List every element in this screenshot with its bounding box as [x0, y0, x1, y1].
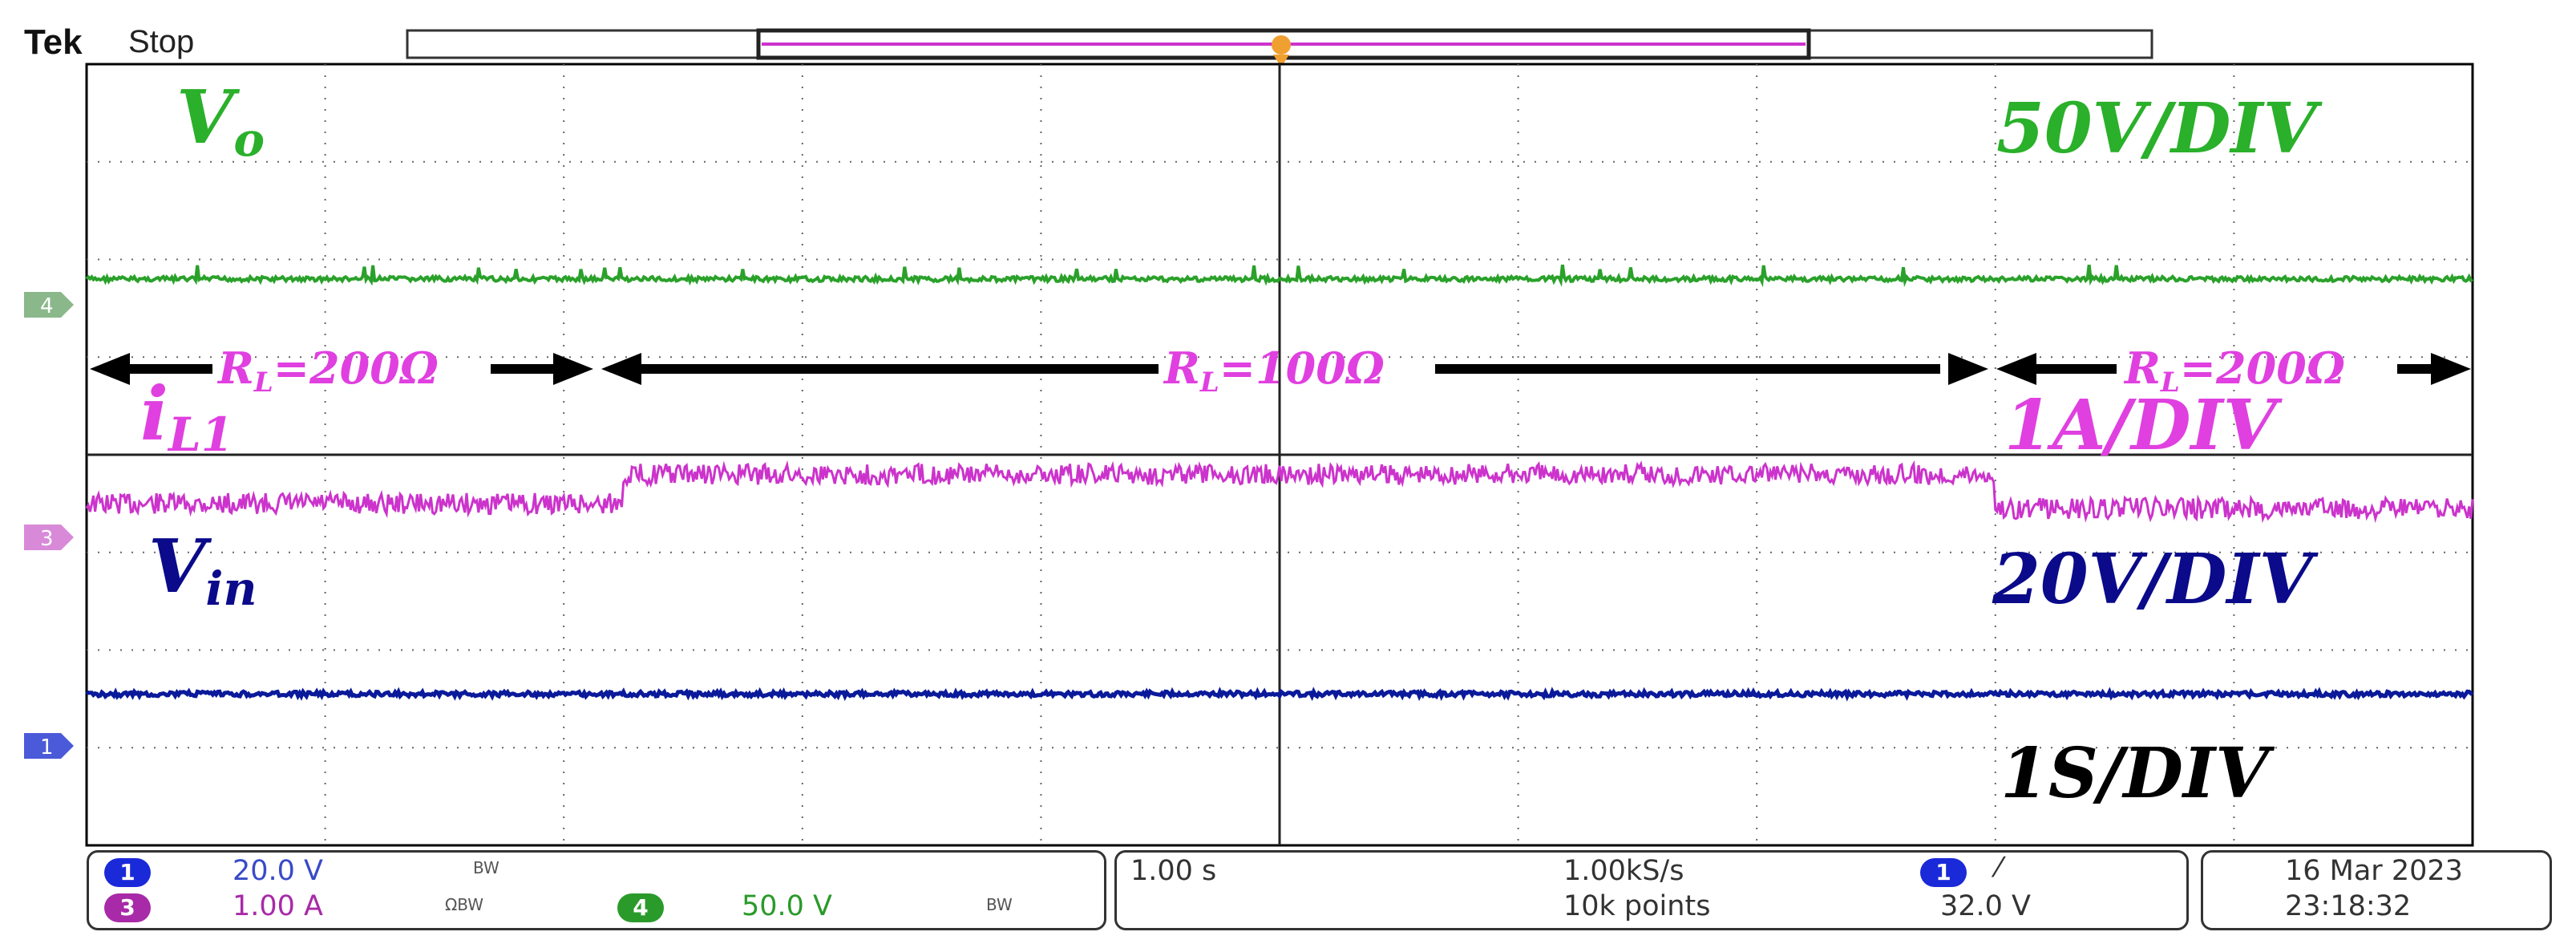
il1-trace — [85, 460, 2474, 524]
date: 16 Mar 2023 — [2285, 855, 2463, 887]
ch4-badge[interactable]: 4 — [617, 893, 664, 922]
ch4-scale: 50.0 V — [742, 890, 832, 922]
time-scale-label: 1S/DIV — [2000, 733, 2275, 814]
ch3-bw-icon: ΩBW — [445, 895, 484, 914]
trigger-slope-icon: ⁄ — [1996, 852, 2001, 884]
svg-text:4: 4 — [40, 294, 54, 318]
ch3-marker-icon: 3 — [24, 525, 74, 551]
rl-mid-label: RL=100Ω — [1163, 342, 1385, 399]
record-length: 10k points — [1563, 890, 1711, 922]
channel-readout-panel — [87, 850, 1106, 930]
ch3-scale: 1.00 A — [233, 890, 323, 922]
timebase: 1.00 s — [1130, 855, 1217, 887]
header-brand: Tek — [24, 22, 83, 62]
vin-scale-label: 20V/DIV — [1992, 539, 2319, 620]
record-overview-bar — [406, 28, 2153, 67]
rl-right-label: RL=200Ω — [2123, 342, 2345, 399]
vo-trace — [85, 264, 2473, 288]
datetime-readout-panel — [2201, 850, 2552, 930]
sample-rate: 1.00kS/s — [1563, 855, 1684, 887]
vin-label: Vin — [148, 523, 257, 616]
svg-text:1: 1 — [40, 735, 54, 760]
ch1-marker-icon: 1 — [24, 733, 74, 760]
vo-scale-label: 50V/DIV — [1996, 88, 2323, 169]
rl-left-label: RL=200Ω — [216, 342, 439, 399]
ch4-bw-icon: BW — [986, 895, 1013, 914]
vo-label: Vo — [176, 74, 265, 167]
ch1-bw-icon: BW — [473, 858, 499, 877]
ch4-marker-icon: 4 — [24, 292, 74, 318]
trigger-position-icon — [1272, 35, 1291, 55]
il1-scale-label: 1A/DIV — [2004, 385, 2283, 466]
acquisition-readout-panel — [1114, 850, 2189, 930]
ch1-scale: 20.0 V — [233, 855, 323, 887]
header-status: Stop — [128, 24, 195, 59]
rl-arrows — [90, 353, 2471, 385]
ch1-badge[interactable]: 1 — [104, 858, 151, 887]
il1-label: iL1 — [140, 371, 233, 462]
svg-text:3: 3 — [40, 527, 54, 551]
trigger-channel-badge[interactable]: 1 — [1920, 858, 1967, 887]
trigger-marker-icon — [1273, 55, 1289, 67]
ch3-badge[interactable]: 3 — [104, 893, 151, 922]
time: 23:18:32 — [2285, 890, 2412, 922]
trigger-level: 32.0 V — [1940, 890, 2031, 922]
graticule-grid — [87, 64, 2473, 845]
vin-trace — [85, 687, 2474, 702]
